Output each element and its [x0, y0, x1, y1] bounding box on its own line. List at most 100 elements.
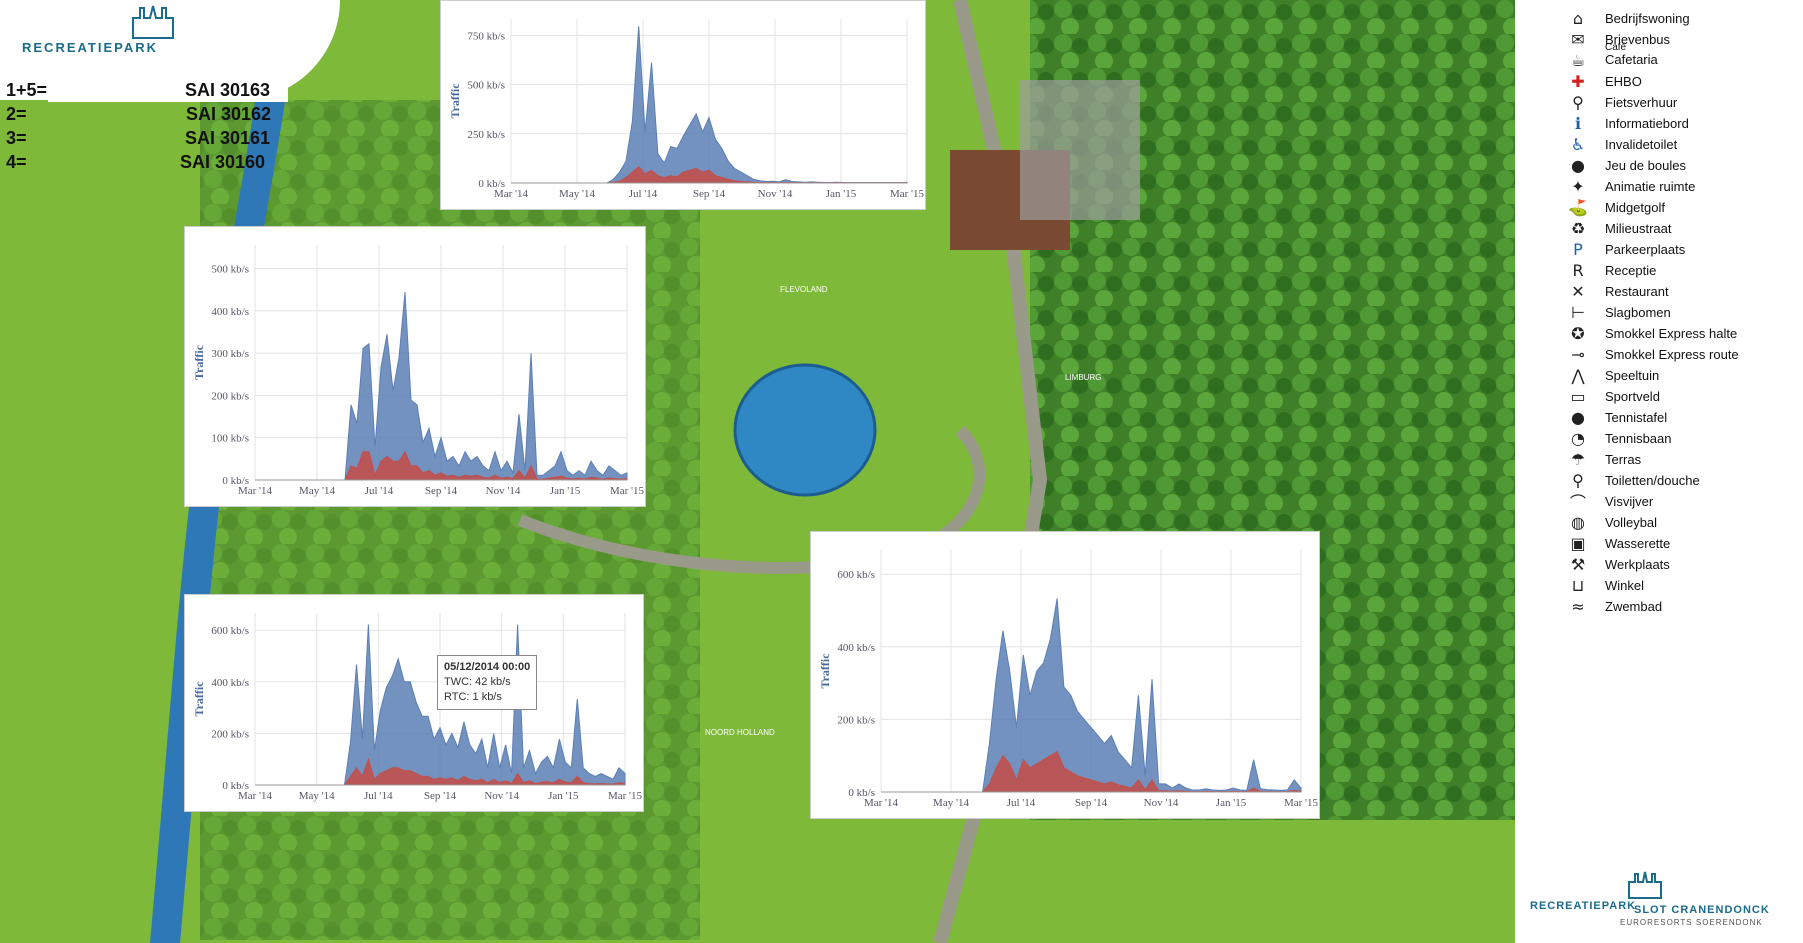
legend-item: ⚲ Fietsverhuur [1565, 92, 1677, 112]
legend-label: EHBO [1605, 73, 1642, 89]
legend-item: ☕ Café Cafetaria [1565, 42, 1658, 70]
footer-line-2: SLOT CRANENDONCK [1634, 904, 1770, 916]
y-tick-label: 250 kb/s [467, 129, 505, 141]
x-tick-label: Jan '15 [826, 188, 857, 200]
x-tick-label: Jul '14 [365, 485, 394, 497]
y-axis-title: Traffic [192, 344, 206, 380]
sai-code-2: SAI 30162 [186, 104, 272, 124]
x-tick-label: Sep '14 [693, 188, 726, 200]
legend-item: ℹ Informatiebord [1565, 113, 1689, 133]
legend-item: ⚲ Toiletten/douche [1565, 470, 1700, 490]
map-label-noord-holland: NOORD HOLLAND [705, 728, 775, 737]
x-tick-label: Nov '14 [758, 188, 793, 200]
legend-label: Midgetgolf [1605, 199, 1665, 215]
traffic-chart-3: 0 kb/s 200 kb/s 400 kb/s 600 kb/s Mar '14 May… [184, 594, 644, 812]
legend-label: Smokkel Express route [1605, 346, 1739, 362]
recycle-icon: ♻ [1570, 218, 1586, 238]
restaurant-icon: ✕ [1571, 281, 1585, 301]
fishing-icon: ⌒ [1569, 493, 1586, 512]
x-tick-label: Mar '14 [238, 485, 273, 497]
legend-label: Visvijver [1605, 493, 1654, 509]
shop-icon: ⊔ [1571, 575, 1585, 595]
bike-icon: ⚲ [1572, 92, 1584, 112]
legend-item: ⊢ Slagbomen [1565, 302, 1671, 322]
legend-item: ✉ Brievenbus [1565, 29, 1670, 49]
sai-code-3: SAI 30161 [185, 128, 271, 148]
x-tick-label: Jan '15 [550, 485, 581, 497]
legend-label: Smokkel Express halte [1605, 325, 1738, 341]
parking-lot [1020, 80, 1140, 220]
y-tick-label: 600 kb/s [837, 569, 875, 581]
house-icon: ⌂ [1572, 8, 1584, 28]
footer-line-1: RECREATIEPARK [1530, 900, 1637, 912]
legend-label: Winkel [1605, 577, 1645, 593]
x-tick-label: Jul '14 [364, 790, 393, 802]
boules-icon: ● [1571, 155, 1585, 175]
x-tick-label: Nov '14 [1144, 797, 1179, 809]
traffic-chart-1-svg: 0 kb/s 250 kb/s 500 kb/s 750 kb/s Mar '14 May… [448, 19, 925, 200]
legend-label: Cafetaria [1605, 52, 1658, 67]
legend-item: ✪ Smokkel Express halte [1565, 323, 1737, 343]
legend-item: ⌂ Bedrijfswoning [1565, 8, 1690, 28]
tooltip-date: 05/12/2014 00:00 [444, 661, 531, 673]
y-tick-label: 500 kb/s [467, 80, 505, 92]
x-tick-label: Jan '15 [548, 790, 579, 802]
playground-icon: ⋀ [1571, 365, 1585, 385]
map-label-flevoland: FLEVOLAND [780, 285, 828, 294]
legend-label: Toiletten/douche [1605, 472, 1700, 488]
legend-item: ≈ Zwembad [1565, 596, 1662, 616]
castle-logo-icon [132, 5, 174, 39]
x-tick-label: May '14 [299, 485, 335, 497]
legend-item: P Parkeerplaats [1565, 239, 1685, 259]
footer-logo: RECREATIEPARK SLOT CRANENDONCK EURORESOR… [1530, 870, 1790, 930]
x-tick-label: Mar '15 [608, 790, 643, 802]
sai-key-4: 4= [6, 152, 27, 172]
brand-logo-text: RECREATIEPARK [22, 40, 159, 55]
legend-label: Receptie [1605, 262, 1657, 278]
legend-item: ● Tennistafel [1565, 407, 1667, 427]
pool-icon: ≈ [1571, 596, 1585, 616]
traffic-chart-2: 0 kb/s 100 kb/s 200 kb/s 300 kb/s 400 kb/s 50… [184, 226, 646, 507]
legend-label: Tennistafel [1605, 409, 1668, 425]
barrier-icon: ⊢ [1571, 302, 1585, 322]
legend-item: ♿ Invalidetoilet [1565, 134, 1677, 154]
volleyball-icon: ◍ [1571, 512, 1585, 532]
legend-item: ⊸ Smokkel Express route [1565, 344, 1739, 364]
legend-item: ⋀ Speeltuin [1565, 365, 1659, 385]
y-tick-label: 200 kb/s [211, 728, 249, 740]
sai-code-backdrop [48, 80, 288, 102]
legend-item: ⛳ Midgetgolf [1565, 197, 1665, 217]
tooltip-line-2: RTC: 1 kb/s [444, 691, 502, 703]
legend-item: ✦ Animatie ruimte [1565, 176, 1695, 196]
x-tick-label: Jan '15 [1216, 797, 1247, 809]
legend-item: ♻ Milieustraat [1565, 218, 1672, 238]
traffic-chart-1: 0 kb/s 250 kb/s 500 kb/s 750 kb/s Mar '14 May… [440, 0, 926, 210]
legend-item: ◍ Volleybal [1565, 512, 1657, 532]
legend-item: ▣ Wasserette [1565, 533, 1670, 553]
legend-label: Bedrijfswoning [1605, 10, 1690, 26]
table-tennis-icon: ● [1571, 407, 1585, 427]
y-tick-label: 600 kb/s [211, 625, 249, 637]
x-tick-label: Mar '14 [238, 790, 273, 802]
golf-icon: ⛳ [1568, 197, 1588, 217]
castle-footer-icon [1628, 871, 1662, 899]
legend-label: Speeltuin [1605, 367, 1660, 383]
y-tick-label: 0 kb/s [222, 475, 249, 487]
legend-item: R Receptie [1565, 260, 1656, 280]
x-tick-label: Mar '15 [610, 485, 645, 497]
y-tick-label: 400 kb/s [211, 306, 249, 318]
sportsfield-icon: ▭ [1570, 386, 1586, 406]
legend-label: Restaurant [1605, 283, 1669, 299]
x-tick-label: Sep '14 [1075, 797, 1108, 809]
y-tick-label: 750 kb/s [467, 30, 505, 42]
x-tick-label: Nov '14 [486, 485, 521, 497]
legend-label: Milieustraat [1605, 220, 1672, 236]
legend-item: ✕ Restaurant [1565, 281, 1669, 301]
legend-label: Informatiebord [1605, 115, 1689, 131]
wheelchair-icon: ♿ [1570, 134, 1586, 154]
y-tick-label: 300 kb/s [211, 348, 249, 360]
y-axis-title: Traffic [818, 653, 832, 689]
x-tick-label: Mar '14 [494, 188, 529, 200]
traffic-chart-4: 0 kb/s 200 kb/s 400 kb/s 600 kb/s Mar '14 May… [810, 531, 1320, 819]
sai-key-2: 2= [6, 104, 27, 124]
